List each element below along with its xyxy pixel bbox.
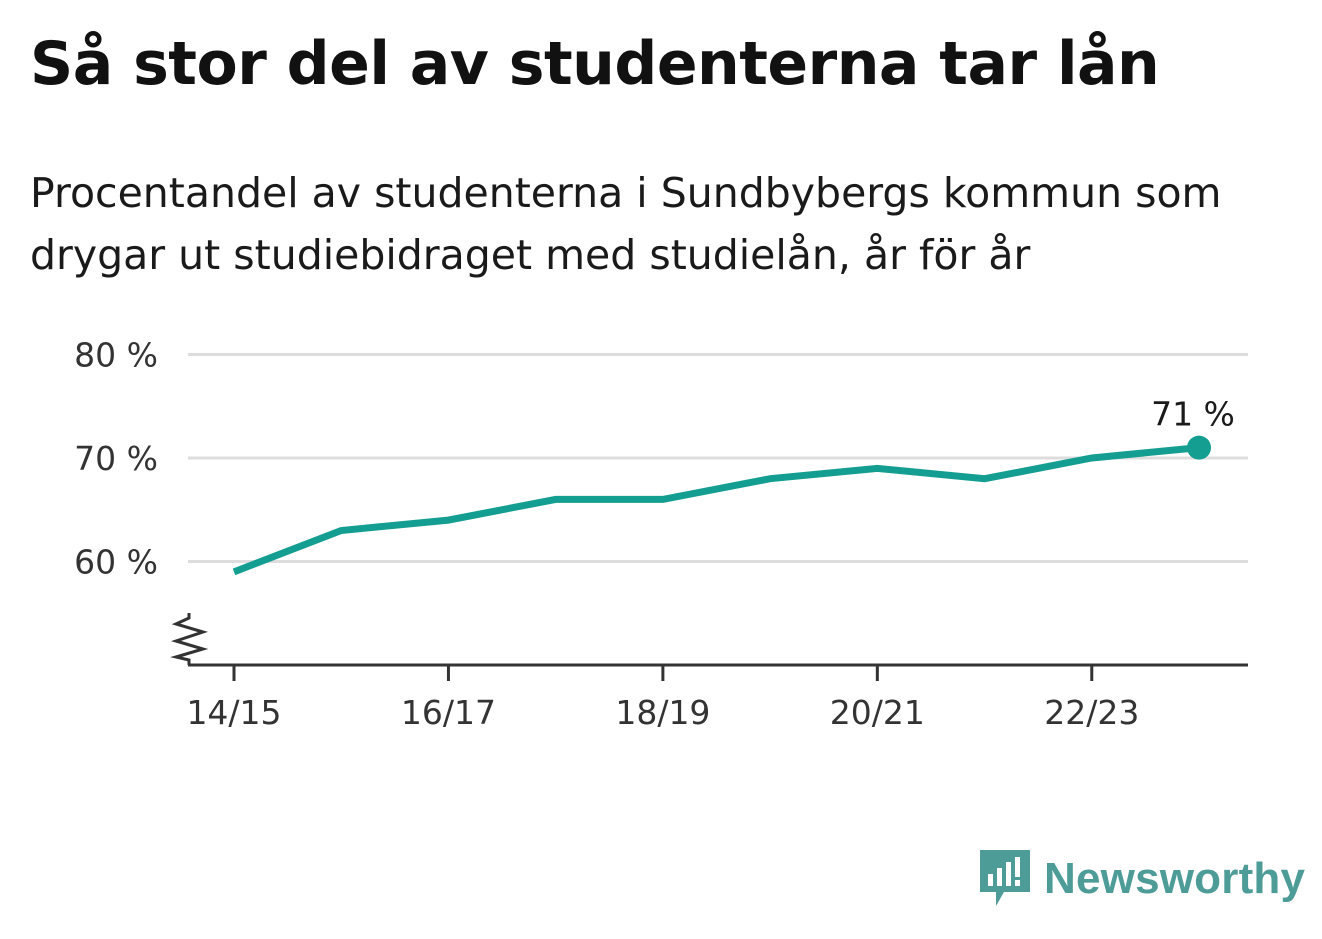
x-tick-label: 20/21 (830, 693, 925, 732)
end-point-marker (1187, 435, 1211, 460)
series-line (232, 444, 1200, 576)
brand-logo: Newsworthy (980, 848, 1305, 910)
data-labels: 71 % (1151, 395, 1235, 434)
y-axis-ticks: 60 % 70 % 80 % (74, 336, 158, 582)
x-tick-label: 14/15 (186, 693, 281, 732)
y-tick-label: 60 % (74, 543, 158, 582)
x-tick-label: 22/23 (1044, 693, 1139, 732)
end-value-label: 71 % (1151, 395, 1235, 434)
chart-title: Så stor del av studenterna tar lån (30, 29, 1160, 99)
gridlines (188, 353, 1248, 563)
x-axis-ticks: 14/15 16/17 18/19 20/21 22/23 (186, 665, 1139, 732)
chart-subtitle: Procentandel av studenterna i Sundbyberg… (30, 169, 1222, 279)
x-tick-label: 18/19 (615, 693, 710, 732)
y-axis-break-icon (170, 613, 209, 665)
y-tick-label: 70 % (74, 439, 158, 478)
series (232, 435, 1211, 576)
newsworthy-logo-icon (980, 850, 1030, 906)
y-tick-label: 80 % (74, 336, 158, 375)
brand-name: Newsworthy (1044, 854, 1306, 903)
x-axis (170, 613, 1248, 667)
x-tick-label: 16/17 (401, 693, 496, 732)
